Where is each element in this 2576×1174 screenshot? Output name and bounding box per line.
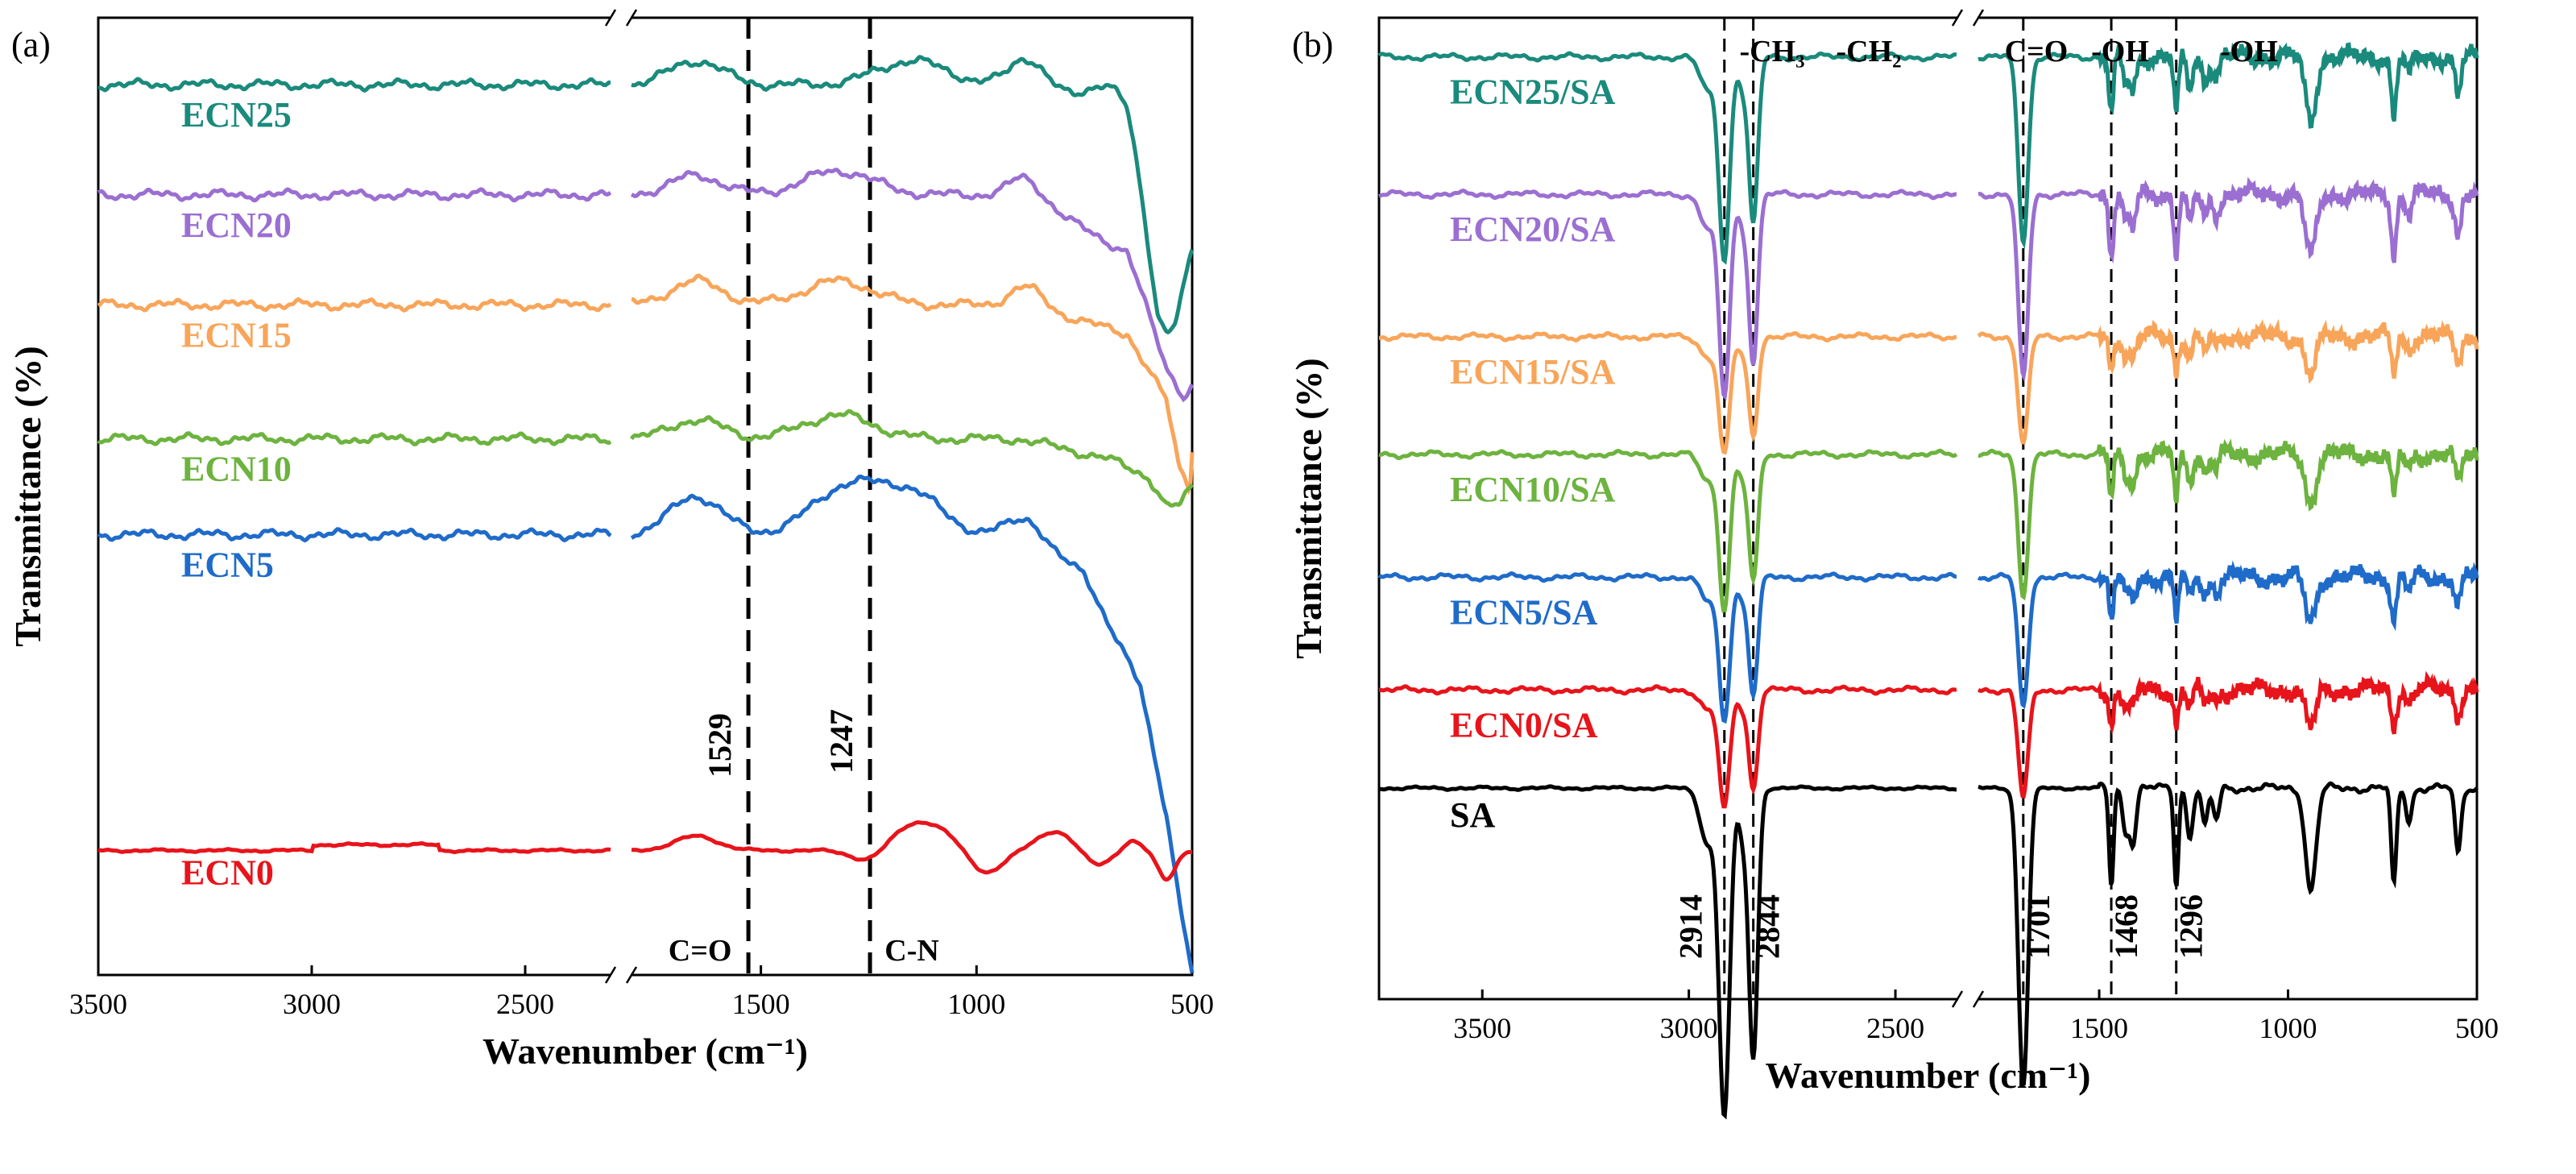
series-line — [97, 474, 1195, 973]
x-tick-label: 500 — [1170, 988, 1214, 1020]
legend-label: ECN20/SA — [1450, 209, 1616, 249]
peak-label: 2844 — [1750, 894, 1787, 959]
legend-label: ECN0/SA — [1450, 705, 1598, 745]
x-tick-label: 500 — [2455, 1012, 2499, 1044]
legend-label: SA — [1450, 795, 1495, 835]
legend-label: ECN15/SA — [1450, 352, 1616, 392]
panel-label: (a) — [11, 25, 51, 64]
x-tick-label: 3500 — [1453, 1012, 1511, 1044]
x-tick-label: 2500 — [1866, 1012, 1924, 1044]
x-tick-label: 3000 — [283, 988, 341, 1020]
group-label: -CH₃ — [1739, 35, 1804, 68]
series-line — [1379, 318, 2479, 455]
group-label: C=O — [2005, 35, 2069, 68]
legend-label: ECN10/SA — [1450, 470, 1616, 509]
peak-label: 1468 — [2108, 894, 2144, 959]
axis-break-mark — [625, 966, 638, 984]
peak-label: 1701 — [2020, 894, 2056, 959]
series-line — [97, 819, 1192, 882]
group-label: -CH₂ — [1836, 35, 1901, 68]
series-line — [97, 55, 1195, 335]
plot-frame — [97, 16, 1194, 977]
axis-break-mark — [625, 9, 638, 27]
x-tick-label: 3000 — [1660, 1012, 1718, 1044]
axis-break-mark — [1951, 990, 1964, 1008]
series-line — [1379, 781, 2479, 1120]
panel-b: 3500 3000 2500 1500 1000 500 Wavenumber (cm⁻¹)… — [1288, 9, 2499, 1120]
axis-break-mark — [604, 9, 617, 27]
plot-frame — [1377, 16, 2479, 1001]
series-line — [97, 168, 1195, 403]
legend-label: ECN10 — [181, 450, 292, 489]
x-axis-label: Wavenumber (cm⁻¹) — [1766, 1055, 2091, 1096]
group-label: -OH — [2220, 35, 2278, 68]
group-label: C=O — [669, 934, 732, 968]
axis-break-mark — [604, 966, 617, 984]
peak-label: 2914 — [1673, 894, 1709, 959]
x-axis-label: Wavenumber (cm⁻¹) — [482, 1031, 808, 1072]
peak-label: 1529 — [702, 713, 738, 778]
x-tick-label: 1500 — [732, 988, 790, 1020]
series-line — [97, 409, 1195, 508]
axis-break-gap — [1958, 15, 1978, 21]
series-line — [1378, 176, 2479, 401]
legend-label: ECN25/SA — [1450, 73, 1616, 112]
legend-label: ECN15 — [181, 315, 292, 355]
peak-label: 1296 — [2173, 894, 2209, 959]
x-tick-label: 1000 — [947, 988, 1005, 1020]
legend-label: ECN5 — [181, 546, 274, 585]
panel-a: 3500 3000 2500 1500 1000 500 Wavenumber (cm⁻¹)… — [7, 9, 1214, 1072]
axis-break-mark — [1972, 9, 1985, 27]
axis-break-gap — [1958, 996, 1978, 1002]
legend-label: ECN5/SA — [1450, 592, 1598, 632]
legend-label: ECN0 — [181, 853, 274, 893]
axis-break-gap — [611, 972, 631, 978]
legend-label: ECN25 — [181, 95, 292, 135]
axis-break-mark — [1951, 9, 1964, 27]
series-line — [1377, 42, 2479, 265]
legend-label: ECN20 — [181, 205, 292, 245]
y-axis-label: Transmittance (%) — [1288, 358, 1329, 658]
y-axis-label: Transmittance (%) — [7, 346, 48, 646]
peak-label: 1247 — [823, 709, 859, 774]
series-line — [1377, 560, 2479, 724]
x-tick-label: 1000 — [2259, 1012, 2317, 1044]
axis-break-gap — [611, 15, 631, 21]
x-tick-label: 2500 — [496, 988, 554, 1020]
series-line — [97, 273, 1195, 496]
group-label: -OH — [2091, 35, 2149, 68]
group-label: C-N — [884, 934, 939, 968]
panel-label: (b) — [1292, 25, 1333, 64]
series-line — [1378, 670, 2479, 809]
x-tick-label: 1500 — [2070, 1012, 2128, 1044]
axis-break-mark — [1972, 990, 1985, 1008]
series-line — [1378, 438, 2479, 613]
x-tick-label: 3500 — [69, 988, 127, 1020]
